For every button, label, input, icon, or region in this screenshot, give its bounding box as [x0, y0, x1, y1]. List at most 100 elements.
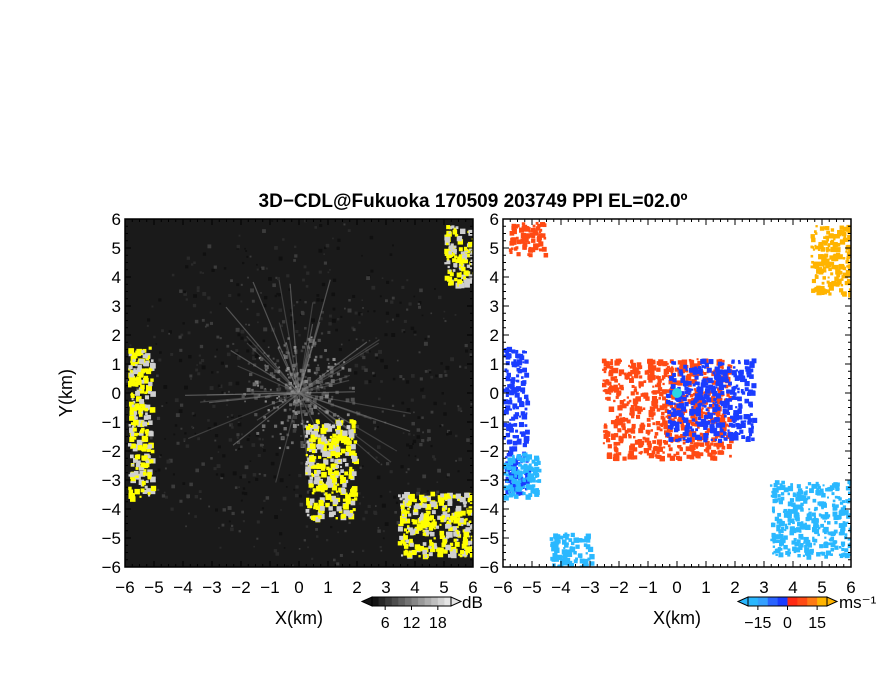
reflectivity-speckle: [380, 549, 383, 552]
velocity-cell: [734, 430, 737, 433]
reflectivity-speckle: [236, 247, 239, 250]
reflectivity-speckle: [158, 298, 162, 302]
reflectivity-speckle: [304, 219, 307, 223]
velocity-cell: [512, 406, 516, 410]
velocity-cell: [830, 261, 835, 266]
reflectivity-speckle: [304, 391, 309, 396]
velocity-cell: [542, 223, 547, 228]
reflectivity-speckle: [261, 446, 264, 448]
velocity-cell: [515, 386, 521, 392]
reflectivity-highlight-cell: [335, 452, 341, 458]
reflectivity-highlight-cell: [134, 488, 140, 495]
velocity-cell: [800, 508, 804, 512]
reflectivity-highlight-cell: [305, 462, 308, 466]
velocity-cell: [820, 523, 824, 528]
reflectivity-highlight-cell: [137, 473, 140, 476]
velocity-cell: [825, 235, 829, 240]
velocity-cell: [618, 418, 622, 422]
reflectivity-speckle: [159, 454, 162, 457]
velocity-cell: [603, 433, 609, 439]
velocity-cell: [715, 371, 721, 376]
reflectivity-highlight-cell: [353, 492, 359, 497]
reflectivity-speckle: [313, 371, 317, 375]
velocity-cell: [516, 483, 521, 489]
reflectivity-highlight-cell: [452, 258, 457, 263]
reflectivity-speckle: [368, 339, 371, 342]
reflectivity-highlight-cell: [399, 522, 404, 527]
velocity-cell: [674, 434, 679, 439]
reflectivity-highlight-cell: [406, 525, 410, 528]
reflectivity-speckle: [308, 354, 311, 357]
velocity-cell: [507, 425, 511, 428]
reflectivity-highlight-cell: [405, 539, 409, 543]
velocity-cell: [506, 372, 511, 378]
velocity-cell: [729, 389, 736, 395]
reflectivity-speckle: [327, 399, 332, 403]
velocity-cell: [714, 401, 718, 404]
reflectivity-speckle: [191, 425, 194, 428]
reflectivity-speckle: [316, 385, 319, 388]
velocity-cell: [721, 416, 726, 421]
velocity-cell: [685, 368, 688, 371]
velocity-cell: [511, 478, 518, 485]
reflectivity-speckle: [226, 416, 229, 418]
reflectivity-speckle: [309, 339, 314, 343]
velocity-cell: [669, 455, 675, 461]
reflectivity-speckle: [336, 318, 340, 321]
velocity-cell: [663, 430, 669, 435]
velocity-cell: [630, 391, 635, 396]
reflectivity-highlight-cell: [352, 508, 356, 512]
reflectivity-highlight-cell: [330, 450, 336, 457]
reflectivity-highlight-cell: [136, 454, 141, 459]
velocity-cell: [691, 400, 694, 403]
reflectivity-highlight-cell: [149, 459, 154, 464]
reflectivity-speckle: [412, 439, 417, 444]
reflectivity-speckle: [265, 496, 270, 500]
reflectivity-highlight-cell: [349, 509, 353, 514]
reflectivity-speckle: [370, 269, 374, 273]
reflectivity-speckle: [348, 386, 352, 390]
velocity-cell: [522, 350, 526, 354]
velocity-cell: [695, 364, 700, 370]
reflectivity-speckle: [271, 220, 274, 222]
reflectivity-highlight-cell: [129, 472, 135, 478]
reflectivity-speckle: [352, 294, 356, 298]
velocity-cell: [748, 401, 753, 407]
reflectivity-highlight-cell: [329, 435, 333, 439]
reflectivity-speckle: [319, 317, 323, 321]
velocity-cell: [619, 369, 625, 375]
reflectivity-speckle: [240, 445, 243, 448]
reflectivity-speckle: [301, 387, 306, 392]
reflectivity-speckle: [216, 464, 221, 469]
reflectivity-speckle: [231, 524, 234, 527]
velocity-cell: [731, 423, 736, 428]
velocity-cell: [819, 488, 824, 493]
reflectivity-speckle: [360, 313, 363, 316]
reflectivity-highlight-cell: [447, 265, 450, 269]
reflectivity-speckle: [129, 344, 132, 347]
velocity-cell: [826, 289, 831, 293]
reflectivity-speckle: [306, 388, 309, 391]
velocity-cell: [666, 365, 670, 369]
reflectivity-speckle: [202, 272, 204, 274]
reflectivity-highlight-cell: [440, 516, 444, 520]
velocity-cell: [522, 245, 527, 250]
velocity-cell: [537, 474, 540, 477]
reflectivity-speckle: [277, 293, 282, 297]
reflectivity-speckle: [215, 473, 219, 476]
y-tick-label: 1: [112, 355, 121, 374]
velocity-cell: [775, 534, 781, 540]
velocity-cell: [505, 473, 509, 477]
reflectivity-highlight-cell: [332, 467, 335, 470]
velocity-cell: [525, 398, 529, 402]
reflectivity-highlight-cell: [451, 249, 454, 252]
velocity-cell: [692, 399, 698, 404]
reflectivity-speckle: [236, 283, 240, 287]
reflectivity-highlight-cell: [150, 485, 157, 492]
velocity-cell: [842, 237, 848, 242]
x-tick-label: 3: [381, 578, 390, 597]
velocity-cell: [840, 278, 844, 281]
reflectivity-speckle: [274, 515, 279, 519]
velocity-cell: [825, 246, 830, 251]
velocity-cell: [713, 417, 719, 423]
